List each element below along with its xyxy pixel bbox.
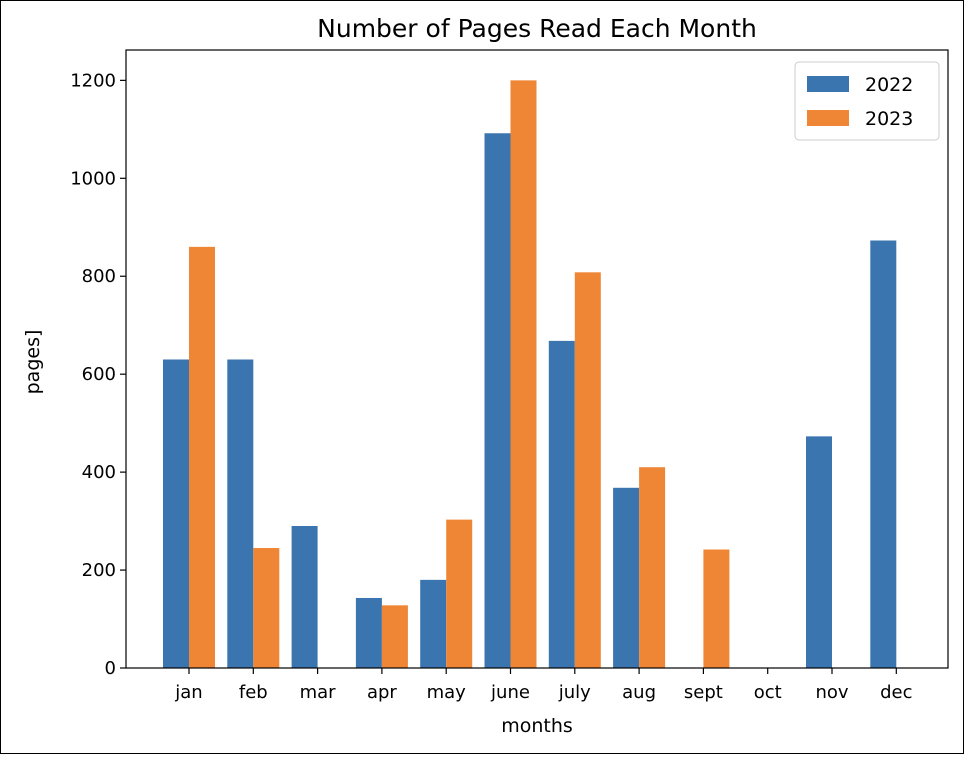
x-axis-label: months bbox=[501, 715, 573, 737]
x-tick-label-jan: jan bbox=[174, 682, 202, 703]
x-tick-label-june: june bbox=[490, 682, 530, 703]
y-tick-label-1200: 1200 bbox=[70, 70, 116, 91]
bar-2023-may bbox=[446, 519, 473, 668]
bar-2023-jan bbox=[189, 246, 215, 668]
x-tick-label-oct: oct bbox=[754, 682, 782, 703]
y-tick-label-400: 400 bbox=[82, 462, 116, 483]
x-tick-label-july: july bbox=[558, 682, 591, 703]
plot-area: jan feb mar apr may june july aug sept oct nov dec 0… bbox=[70, 49, 949, 703]
x-tick-label-feb: feb bbox=[239, 682, 268, 703]
bar-2023-june bbox=[510, 80, 537, 668]
bar-2022-june bbox=[484, 133, 511, 669]
x-tick-label-mar: mar bbox=[300, 682, 337, 703]
chart-title: Number of Pages Read Each Month bbox=[317, 14, 757, 43]
x-tick-label-apr: apr bbox=[367, 682, 397, 703]
bar-2022-nov bbox=[806, 436, 832, 668]
y-tick-label-0: 0 bbox=[105, 658, 116, 679]
bar-2023-july bbox=[574, 272, 601, 668]
y-axis-label: pages] bbox=[22, 330, 44, 395]
bar-2022-dec bbox=[870, 240, 897, 669]
bar-2022-apr bbox=[355, 597, 382, 668]
axes-frame bbox=[125, 49, 949, 669]
bar-2023-sept bbox=[703, 549, 730, 668]
bar-2023-aug bbox=[639, 467, 666, 668]
x-tick-label-may: may bbox=[427, 682, 467, 703]
y-tick-label-800: 800 bbox=[82, 266, 116, 287]
legend: 2022 2023 bbox=[794, 61, 940, 141]
x-tick-label-nov: nov bbox=[815, 682, 848, 703]
y-tick-label-600: 600 bbox=[82, 364, 116, 385]
bar-2022-may bbox=[420, 579, 447, 668]
legend-label-2022: 2022 bbox=[865, 74, 913, 96]
bar-2022-feb bbox=[227, 359, 254, 668]
x-tick-label-dec: dec bbox=[880, 682, 912, 703]
bar-2022-aug bbox=[613, 487, 640, 668]
y-tick-label-200: 200 bbox=[82, 560, 116, 581]
y-tick-label-1000: 1000 bbox=[70, 168, 116, 189]
bar-2023-feb bbox=[253, 548, 280, 668]
legend-label-2023: 2023 bbox=[865, 108, 913, 130]
bar-2022-july bbox=[548, 340, 575, 668]
bar-2023-apr bbox=[381, 605, 408, 668]
legend-swatch-2022 bbox=[807, 76, 849, 92]
x-tick-label-aug: aug bbox=[622, 682, 656, 703]
x-tick-label-sept: sept bbox=[684, 682, 723, 703]
legend-swatch-2023 bbox=[807, 110, 849, 126]
bar-2022-jan bbox=[163, 359, 189, 668]
bar-2022-mar bbox=[291, 525, 318, 668]
